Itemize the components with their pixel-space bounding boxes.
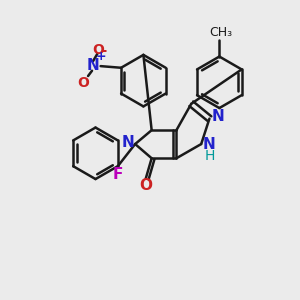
Text: N: N [122,135,134,150]
Text: H: H [204,148,214,163]
Text: O: O [139,178,152,194]
Text: -: - [100,43,106,58]
Text: N: N [87,58,99,73]
Text: O: O [92,43,104,57]
Text: N: N [203,136,216,152]
Text: O: O [77,76,89,90]
Text: N: N [211,110,224,124]
Text: +: + [96,50,106,63]
Text: F: F [112,167,123,182]
Text: CH₃: CH₃ [209,26,232,39]
